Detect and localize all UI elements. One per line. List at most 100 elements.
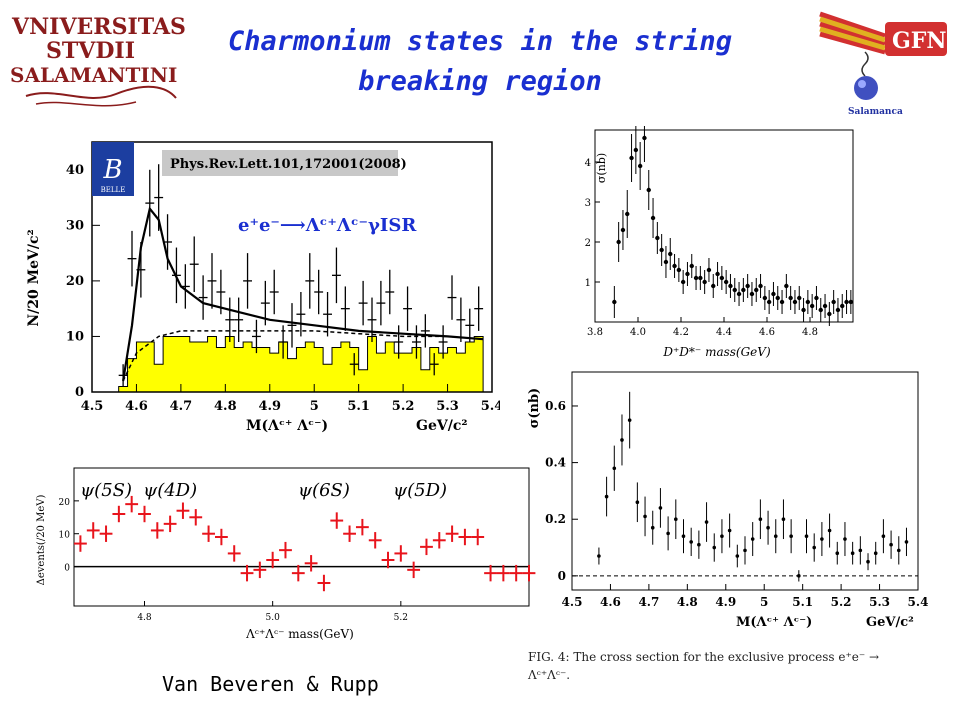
y-tick-label: 0.2: [545, 512, 566, 526]
y-tick-label: 10: [66, 329, 84, 344]
y-tick-label: 0: [64, 564, 70, 574]
data-point: [797, 295, 802, 301]
lc-x-axis-label: M(Λᶜ⁺ Λᶜ⁻): [736, 615, 812, 630]
belle-x-axis-unit: GeV/c²: [416, 418, 468, 434]
data-point: [646, 187, 651, 193]
data-point: [704, 520, 709, 524]
belle-y-axis-label: N/20 MeV/c²: [26, 229, 42, 326]
caption-line-2: Λᶜ⁺Λᶜ⁻.: [528, 668, 571, 682]
x-tick-label: 4.8: [214, 399, 237, 414]
x-tick-label: 5: [760, 595, 768, 609]
title-line-1: Charmonium states in the string: [228, 26, 732, 57]
data-point: [655, 235, 660, 241]
page-title: Charmonium states in the string breaking…: [190, 22, 770, 102]
data-point: [706, 267, 712, 273]
data-point: [866, 559, 870, 564]
x-tick-label: 3.8: [587, 327, 603, 338]
x-tick-label: 4.6: [759, 327, 775, 338]
x-tick-label: 5.2: [392, 399, 415, 414]
model-y-axis-label: Δevents(/20 MeV): [36, 495, 47, 586]
data-point: [904, 540, 909, 544]
data-point: [827, 311, 832, 317]
data-point: [735, 554, 740, 558]
model-chart: 4.8 5.0 5.2 0 10 20 ψ(5S) ψ(4D) ψ(6S) ψ(5D) Δeven…: [36, 467, 536, 641]
data-point: [612, 466, 617, 471]
data-point: [805, 299, 811, 305]
data-point: [741, 287, 746, 293]
lc-y-axis-label: σ(nb): [527, 388, 542, 428]
data-point: [814, 295, 819, 301]
x-tick-label: 4.8: [137, 613, 152, 623]
data-point: [873, 551, 878, 555]
data-point: [745, 283, 750, 289]
state-label: ψ(5S): [80, 480, 132, 501]
data-point: [822, 303, 828, 309]
plot-frame: [571, 371, 919, 591]
data-point: [620, 227, 626, 233]
y-tick-label: 0.4: [545, 456, 566, 470]
x-tick-label: 5.1: [792, 595, 813, 609]
data-point: [728, 283, 733, 289]
data-point: [889, 542, 893, 547]
y-tick-label: 0.6: [545, 399, 566, 413]
x-tick-label: 4.2: [673, 327, 689, 338]
data-point: [712, 545, 717, 550]
data-point: [804, 534, 809, 539]
x-tick-label: 4.4: [716, 327, 732, 338]
data-point: [620, 438, 624, 442]
data-point: [773, 534, 778, 539]
data-point: [697, 542, 701, 547]
y-tick-label: 10: [59, 531, 71, 541]
title-line-2: breaking region: [358, 66, 602, 97]
data-point: [831, 299, 836, 305]
dd-cross-section-chart: 3.8 4.0 4.2 4.4 4.6 4.8 1 2 3 4 σ(nb) D⁺D*⁻ mass(…: [585, 126, 854, 359]
belle-badge: [92, 142, 134, 196]
author-credit: Van Beveren & Rupp: [162, 672, 379, 696]
data-point: [844, 299, 849, 305]
data-point: [848, 299, 854, 305]
data-point: [850, 551, 855, 555]
x-tick-label: 4.7: [638, 595, 659, 609]
figure-caption: FIG. 4: The cross section for the exclus…: [528, 648, 948, 684]
x-tick-label: 4.6: [600, 595, 621, 609]
plot-frame: [594, 129, 854, 323]
gfn-logo-subtext: Salamanca: [848, 107, 903, 117]
plot-frame: [91, 141, 493, 393]
data-point: [689, 263, 694, 269]
y-tick-label: 30: [66, 218, 84, 233]
data-point: [754, 287, 759, 293]
data-point: [758, 283, 763, 289]
data-point: [612, 299, 617, 305]
data-point: [666, 531, 670, 536]
belle-x-axis-label: M(Λᶜ⁺ Λᶜ⁻): [246, 418, 328, 434]
x-tick-label: 4.5: [81, 399, 104, 414]
data-point: [674, 517, 678, 522]
data-point: [881, 534, 886, 539]
x-tick-label: 4.8: [677, 595, 698, 609]
x-tick-label: 4.5: [562, 595, 583, 609]
data-point: [720, 534, 724, 539]
data-point: [681, 534, 686, 539]
x-tick-label: 5.0: [265, 613, 280, 623]
dd-x-axis-label: D⁺D*⁻ mass(GeV): [662, 345, 771, 359]
data-point: [625, 211, 630, 217]
data-point: [663, 259, 669, 265]
data-point: [698, 275, 703, 281]
y-tick-label: 20: [59, 498, 71, 508]
data-point: [771, 291, 776, 297]
y-tick-label: 2: [585, 238, 591, 249]
data-point: [809, 303, 815, 309]
reference-banner: [162, 150, 398, 176]
x-tick-label: 5.2: [831, 595, 852, 609]
data-point: [779, 299, 785, 305]
y-tick-label: 0: [558, 569, 566, 583]
data-point: [597, 554, 601, 558]
y-tick-label: 20: [66, 274, 84, 289]
data-point: [643, 514, 647, 519]
x-tick-label: 4.7: [170, 399, 193, 414]
x-tick-label: 5.3: [436, 399, 459, 414]
data-point: [766, 299, 772, 305]
y-tick-label: 3: [585, 198, 591, 209]
data-point: [762, 295, 768, 301]
